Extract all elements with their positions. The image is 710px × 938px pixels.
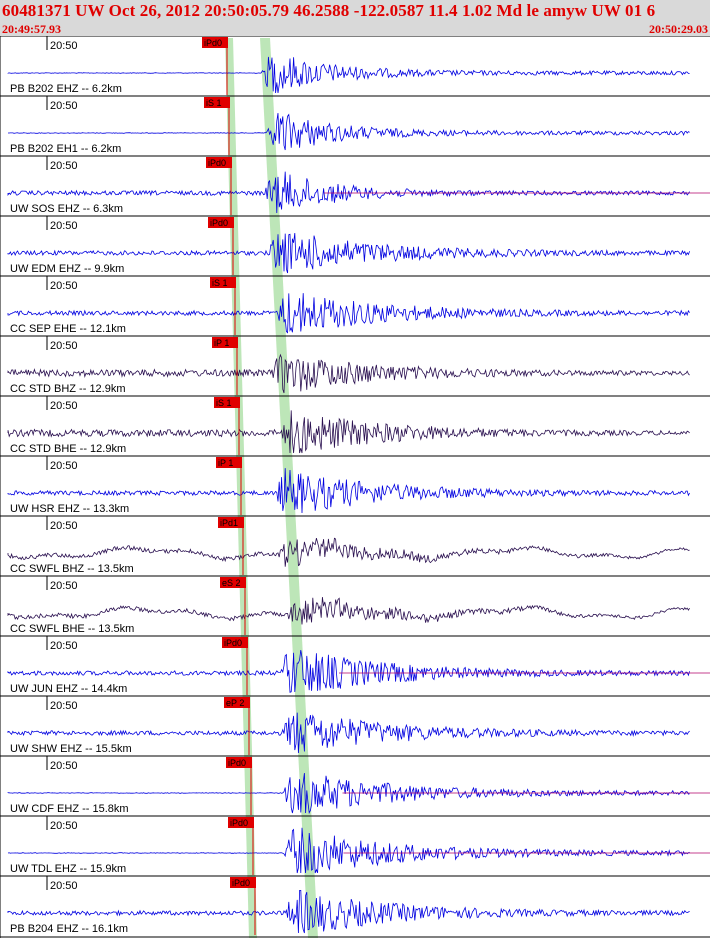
waveform-trace (7, 410, 690, 454)
waveform-trace (7, 712, 690, 754)
pick-flag (222, 637, 248, 648)
pick-label: iP 1 (214, 338, 229, 348)
waveform-trace (7, 537, 690, 567)
station-label: UW SHW EHZ -- 15.5km (10, 743, 132, 755)
pick-flag (212, 337, 238, 348)
waveform-trace (7, 353, 690, 394)
pick-flag (218, 517, 244, 528)
waveform-trace (7, 468, 690, 514)
pick-label: eP 2 (226, 698, 244, 708)
minute-tick-label: 20:50 (50, 880, 78, 892)
pick-label: iS 1 (212, 278, 228, 288)
minute-tick-label: 20:50 (50, 700, 78, 712)
waveform-trace (7, 827, 690, 874)
station-label: UW CDF EHZ -- 15.8km (10, 803, 129, 815)
minute-tick-label: 20:50 (50, 760, 78, 772)
waveform-trace (7, 232, 690, 274)
pick-flag (204, 97, 230, 108)
minute-tick-label: 20:50 (50, 40, 78, 52)
pick-label: iPd0 (210, 218, 228, 228)
waveform-trace (7, 890, 690, 934)
end-time: 20:50:29.03 (649, 22, 708, 36)
pick-label: iPd0 (204, 38, 222, 48)
waveform-trace (8, 113, 690, 151)
minute-tick-label: 20:50 (50, 580, 78, 592)
minute-tick-label: 20:50 (50, 520, 78, 532)
minute-tick-label: 20:50 (50, 280, 78, 292)
station-label: UW EDM EHZ -- 9.9km (10, 263, 124, 275)
minute-tick-label: 20:50 (50, 100, 78, 112)
seismogram-svg: 20:50 iPd0 PB B202 EHZ -- 6.2km 20:50 iS 1 PB… (0, 36, 710, 938)
station-label: PB B202 EHZ -- 6.2km (10, 83, 122, 95)
pick-label: iPd0 (230, 818, 248, 828)
pick-flag (214, 397, 240, 408)
pick-label: iPd0 (228, 758, 246, 768)
station-label: UW TDL EHZ -- 15.9km (10, 863, 126, 875)
start-time: 20:49:57.93 (2, 22, 61, 36)
minute-tick-label: 20:50 (50, 400, 78, 412)
pick-label: iPd1 (220, 518, 238, 528)
minute-tick-label: 20:50 (50, 340, 78, 352)
station-label: PB B204 EHZ -- 16.1km (10, 923, 128, 935)
pick-flag (216, 457, 242, 468)
pick-flag (210, 277, 236, 288)
event-header: 60481371 UW Oct 26, 2012 20:50:05.79 46.… (0, 0, 710, 36)
minute-tick-label: 20:50 (50, 160, 78, 172)
pick-flag (220, 577, 246, 588)
station-label: PB B202 EH1 -- 6.2km (10, 143, 121, 155)
station-label: UW JUN EHZ -- 14.4km (10, 683, 127, 695)
station-label: UW HSR EHZ -- 13.3km (10, 503, 129, 515)
pick-flag (224, 697, 250, 708)
station-label: CC STD BHE -- 12.9km (10, 443, 126, 455)
pick-flag (206, 157, 232, 168)
waveform-trace (7, 56, 690, 94)
pick-label: iP 1 (218, 458, 233, 468)
pick-label: iPd0 (208, 158, 226, 168)
waveform-trace (7, 773, 690, 814)
minute-tick-label: 20:50 (50, 820, 78, 832)
station-label: CC STD BHZ -- 12.9km (10, 383, 126, 395)
waveform-trace (7, 171, 690, 214)
event-title: 60481371 UW Oct 26, 2012 20:50:05.79 46.… (2, 1, 656, 20)
pick-label: iPd0 (232, 878, 250, 888)
pick-label: eS 2 (222, 578, 241, 588)
pick-flag (230, 877, 256, 888)
pick-flag (208, 217, 234, 228)
pick-flag (226, 757, 252, 768)
waveform-trace (7, 597, 690, 625)
pick-flag (202, 37, 228, 48)
pick-label: iPd0 (224, 638, 242, 648)
minute-tick-label: 20:50 (50, 220, 78, 232)
waveform-trace (7, 293, 690, 334)
station-label: CC SWFL BHE -- 13.5km (10, 623, 134, 635)
pick-label: iS 1 (206, 98, 222, 108)
station-label: CC SWFL BHZ -- 13.5km (10, 563, 134, 575)
minute-tick-label: 20:50 (50, 460, 78, 472)
pick-label: iS 1 (216, 398, 232, 408)
station-label: CC SEP EHE -- 12.1km (10, 323, 126, 335)
station-label: UW SOS EHZ -- 6.3km (10, 203, 123, 215)
minute-tick-label: 20:50 (50, 640, 78, 652)
waveform-trace (7, 649, 690, 693)
pick-flag (228, 817, 254, 828)
